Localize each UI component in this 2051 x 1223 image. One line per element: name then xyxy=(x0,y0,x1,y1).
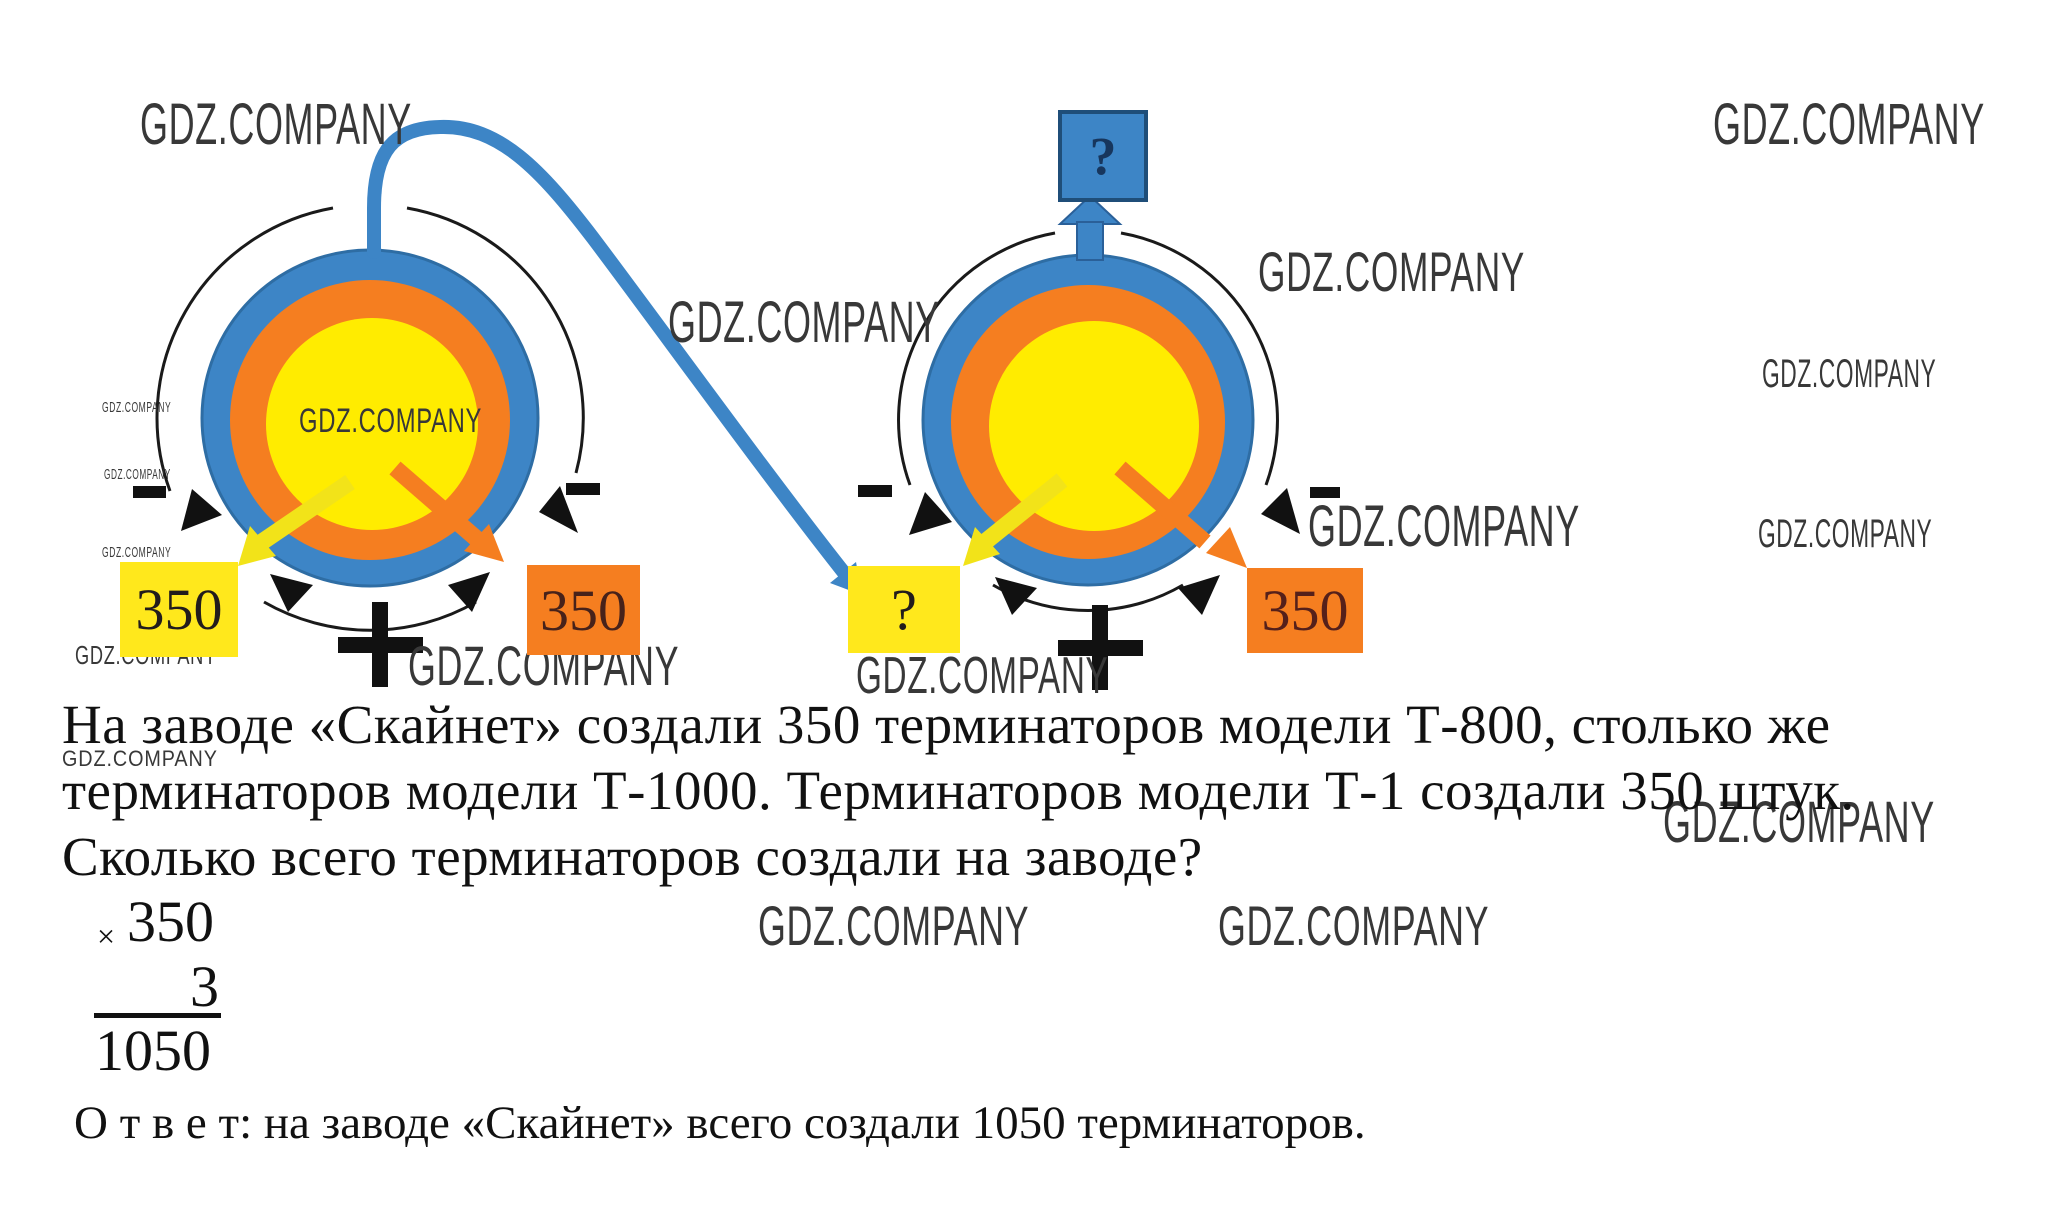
sum-unknown: ? xyxy=(891,577,917,642)
value-box-t800: 350 xyxy=(120,562,238,657)
multiplication-sign: × xyxy=(97,918,116,954)
right-orange-arrow xyxy=(1114,461,1247,568)
plus-icon xyxy=(338,602,423,687)
minus-icon xyxy=(858,485,892,497)
watermark-gdz: GDZ.COMPANY xyxy=(102,399,172,416)
value-box-total: ? xyxy=(1058,110,1148,202)
value-box-sum-unknown: ? xyxy=(848,566,960,653)
problem-line-3: Сколько всего терминаторов создали на за… xyxy=(62,826,1203,887)
watermark-gdz: GDZ.COMPANY xyxy=(1663,790,1935,855)
left-orange-arrow xyxy=(389,461,504,562)
watermark-gdz: GDZ.COMPANY xyxy=(102,544,172,561)
watermark-gdz: GDZ.COMPANY xyxy=(1713,92,1985,157)
watermark-gdz: GDZ.COMPANY xyxy=(758,894,1030,957)
watermark-gdz: GDZ.COMPANY xyxy=(1308,494,1580,559)
calculation-rule-line xyxy=(94,1013,221,1018)
watermark-gdz: GDZ.COMPANY xyxy=(104,466,171,483)
problem-line-1: На заводе «Скайнет» создали 350 терминат… xyxy=(62,694,1831,755)
problem-line-2: терминаторов модели Т-1000. Терминаторов… xyxy=(62,760,1855,821)
right-diagram xyxy=(858,194,1340,690)
watermark-gdz: GDZ.COMPANY xyxy=(140,92,412,157)
right-circle-yellow xyxy=(989,321,1199,531)
left-orbit-arc xyxy=(155,206,585,632)
watermark-gdz: GDZ.COMPANY xyxy=(1258,240,1525,303)
plus-icon xyxy=(1058,605,1143,690)
minus-icon xyxy=(133,486,166,498)
total-unknown: ? xyxy=(1089,126,1117,186)
answer-line: О т в е т: на заводе «Скайнет» всего соз… xyxy=(74,1097,1366,1149)
watermark-gdz: GDZ.COMPANY xyxy=(299,402,483,440)
total-arrow-up xyxy=(1057,194,1123,261)
right-arc-arrowheads xyxy=(909,488,1300,615)
left-circle-yellow xyxy=(266,318,478,530)
diagram-canvas xyxy=(133,119,1340,690)
watermark-gdz: GDZ.COMPANY xyxy=(668,290,940,355)
watermark-gdz: GDZ.COMPANY xyxy=(1218,894,1490,957)
multiplier: 3 xyxy=(190,954,219,1019)
left-yellow-arrow xyxy=(238,474,355,566)
t800-count: 350 xyxy=(135,577,223,642)
watermark-gdz: GDZ.COMPANY xyxy=(1758,512,1933,556)
t1-count: 350 xyxy=(1261,578,1349,643)
value-box-t1000: 350 xyxy=(527,565,640,655)
watermark-gdz: GDZ.COMPANY xyxy=(62,746,218,771)
product: 1050 xyxy=(95,1018,211,1083)
value-box-t1: 350 xyxy=(1247,568,1363,653)
t1000-count: 350 xyxy=(540,577,627,643)
minus-icon xyxy=(1310,487,1340,498)
minus-icon xyxy=(566,483,600,495)
multiplicand: 350 xyxy=(127,889,214,954)
right-yellow-arrow xyxy=(963,473,1068,566)
watermark-gdz: GDZ.COMPANY xyxy=(1762,352,1937,396)
left-arc-arrowheads xyxy=(181,486,578,612)
left-diagram xyxy=(133,206,600,687)
watermark-gdz: GDZ.COMPANY xyxy=(856,647,1109,705)
